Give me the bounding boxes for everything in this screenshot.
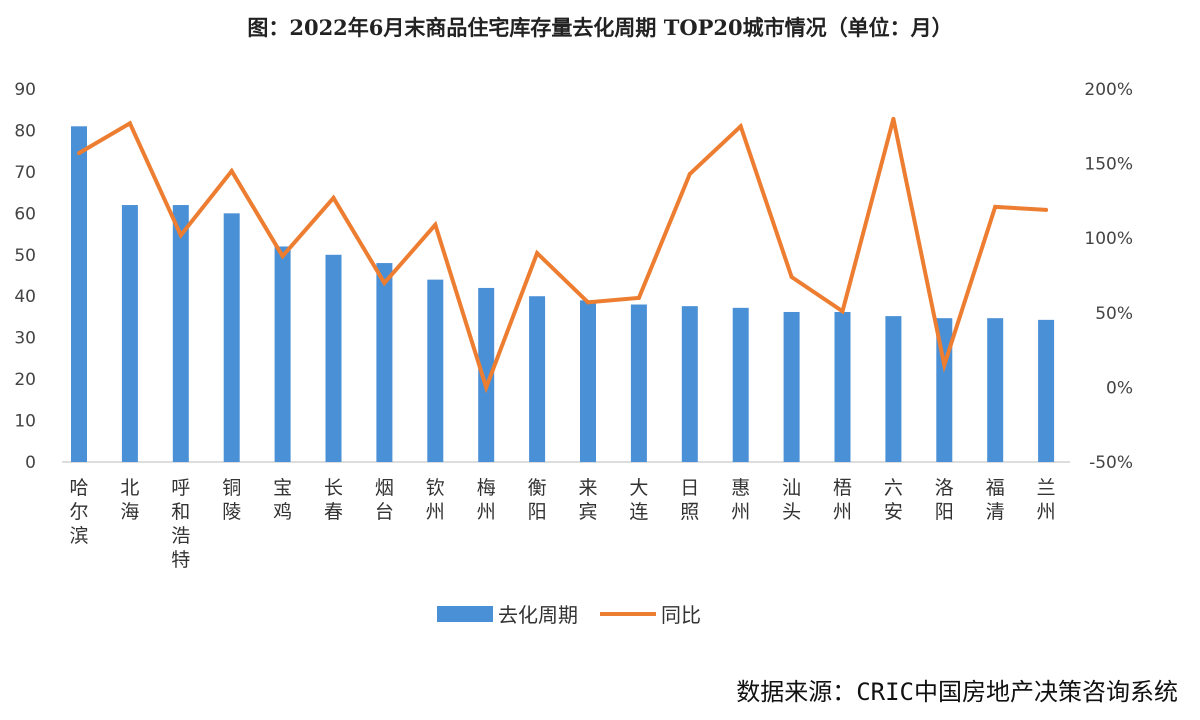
bar xyxy=(580,300,596,462)
x-tick-label: 惠州 xyxy=(731,477,750,523)
bar xyxy=(172,205,189,463)
bar xyxy=(274,246,291,462)
bar xyxy=(427,279,444,462)
line-point xyxy=(789,274,794,279)
y-left-tick-label: 40 xyxy=(14,287,36,307)
bar xyxy=(1038,319,1055,462)
line-point xyxy=(738,124,743,129)
line-point xyxy=(433,222,438,227)
line-point xyxy=(77,151,81,156)
y-left-tick-label: 20 xyxy=(14,370,36,390)
x-tick-label: 大连 xyxy=(629,477,648,523)
line-point xyxy=(382,280,387,285)
legend-label-line: 同比 xyxy=(661,603,701,627)
y-left-tick-label: 0 xyxy=(25,453,36,473)
bar xyxy=(834,311,851,462)
x-tick-label: 来宾 xyxy=(578,477,597,523)
y-right-tick-label: 0% xyxy=(1106,378,1133,398)
x-tick-label: 梧州 xyxy=(833,477,852,523)
x-tick-label: 汕头 xyxy=(782,477,801,523)
y-left-tick-label: 60 xyxy=(14,204,36,224)
x-tick-label: 日照 xyxy=(680,477,699,523)
y-left-tick-label: 80 xyxy=(14,121,36,141)
line-point xyxy=(535,251,540,256)
line-point xyxy=(636,295,641,300)
bar xyxy=(376,263,393,462)
bar xyxy=(478,287,495,462)
line-point xyxy=(687,172,692,177)
legend-label-bar: 去化周期 xyxy=(498,603,578,627)
bar xyxy=(732,307,749,462)
y-left-tick-label: 50 xyxy=(14,246,36,266)
line-series-yoy xyxy=(77,118,1047,394)
x-tick-label: 铜陵 xyxy=(222,477,241,523)
y-right-tick-label: 50% xyxy=(1095,304,1133,324)
bar xyxy=(681,306,698,462)
y-right-tick-label: -50% xyxy=(1089,453,1133,473)
x-tick-label: 钦州 xyxy=(426,477,445,523)
source-note: 数据来源：CRIC中国房地产决策咨询系统 xyxy=(736,678,1178,706)
x-tick-label: 梅州 xyxy=(477,477,496,523)
line-point xyxy=(840,309,845,314)
x-tick-label: 宝鸡 xyxy=(273,477,292,523)
line-point xyxy=(891,116,896,121)
x-tick-label: 哈尔滨 xyxy=(69,477,88,547)
line-point xyxy=(280,254,285,259)
bar xyxy=(630,304,647,462)
y-left-tick-label: 70 xyxy=(14,163,36,183)
x-tick-label: 六安 xyxy=(884,477,903,523)
y-left-tick-label: 30 xyxy=(14,329,36,349)
y-right-tick-label: 150% xyxy=(1084,155,1133,175)
line-point xyxy=(942,363,947,368)
line-point xyxy=(331,195,336,200)
y-right-tick-label: 200% xyxy=(1084,80,1133,100)
bar xyxy=(223,213,240,462)
legend-bar-swatch xyxy=(437,606,493,622)
x-tick-label: 衡阳 xyxy=(528,477,547,523)
bar xyxy=(987,318,1004,462)
y-left-tick-label: 10 xyxy=(14,412,36,432)
line-point xyxy=(1044,207,1049,212)
line-point xyxy=(127,121,132,126)
x-tick-label: 北海 xyxy=(120,477,139,523)
chart-title: 图：2022年6月末商品住宅库存量去化周期 TOP20城市情况（单位：月） xyxy=(247,15,953,40)
x-tick-label: 福清 xyxy=(986,477,1005,523)
line-point xyxy=(229,169,234,174)
bar xyxy=(529,296,546,462)
x-tick-label: 烟台 xyxy=(375,477,394,523)
bar xyxy=(121,205,138,463)
line-point xyxy=(586,300,590,305)
bar xyxy=(325,254,342,462)
line-point xyxy=(178,233,183,238)
y-right-tick-label: 100% xyxy=(1084,229,1133,249)
bar xyxy=(885,316,902,462)
x-tick-label: 长春 xyxy=(324,477,343,523)
x-tick-label: 洛阳 xyxy=(935,477,954,523)
bar xyxy=(71,126,87,463)
line-point xyxy=(993,204,998,209)
x-tick-label: 呼和浩特 xyxy=(171,477,190,571)
line-point xyxy=(484,385,489,390)
x-tick-label: 兰州 xyxy=(1037,477,1056,523)
y-left-tick-label: 90 xyxy=(14,80,36,100)
bar xyxy=(783,311,800,462)
